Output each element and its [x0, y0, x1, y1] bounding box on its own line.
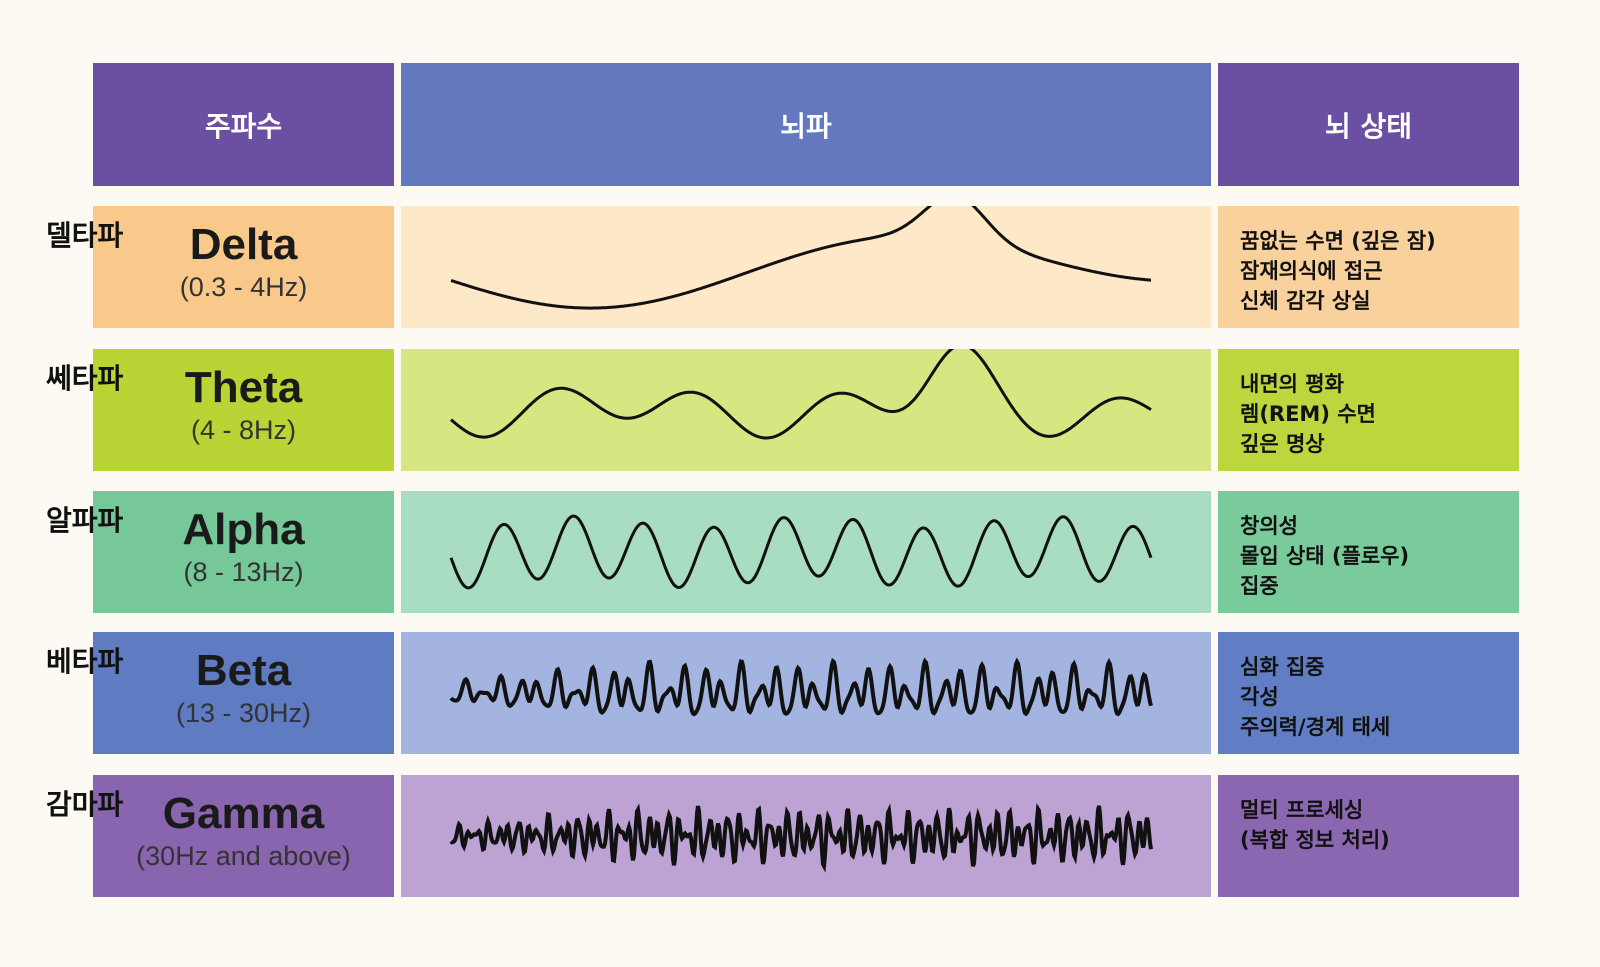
korean-name: 델타파: [46, 219, 124, 252]
band-range: (0.3 - 4Hz): [179, 272, 308, 302]
wave-line: [449, 657, 1153, 717]
band-name: Beta: [195, 646, 292, 695]
wave-line: [449, 802, 1153, 873]
state-line: 멀티 프로세싱: [1240, 798, 1364, 822]
korean-name: 알파파: [46, 504, 124, 537]
wave-line: [449, 514, 1153, 590]
wave-cell: [401, 206, 1211, 328]
state-line: 꿈없는 수면 (깊은 잠): [1240, 229, 1436, 253]
korean-name: 쎄타파: [46, 362, 124, 395]
state-line: 각성: [1240, 685, 1279, 709]
wave-cell: [401, 491, 1211, 613]
band-name: Theta: [184, 363, 303, 412]
band-name: Delta: [189, 220, 298, 269]
wave-illustration: [449, 514, 1153, 590]
band-label-cell: Alpha (8 - 13Hz): [93, 491, 394, 613]
band-range: (13 - 30Hz): [175, 698, 312, 728]
wave-illustration: [449, 802, 1153, 873]
band-range: (8 - 13Hz): [183, 557, 304, 587]
state-line: 집중: [1240, 574, 1279, 598]
state-line: 깊은 명상: [1240, 432, 1325, 456]
state-line: 잠재의식에 접근: [1240, 259, 1383, 283]
korean-name: 베타파: [46, 645, 124, 678]
band-name: Gamma: [162, 789, 325, 838]
wave-cell: [401, 632, 1211, 754]
header-brain-state: 뇌 상태: [1218, 63, 1519, 186]
state-line: 몰입 상태 (플로우): [1240, 544, 1410, 568]
band-label-cell: Beta (13 - 30Hz): [93, 632, 394, 754]
state-line: (복합 정보 처리): [1240, 828, 1390, 852]
wave-illustration: [449, 657, 1153, 717]
state-cell: 멀티 프로세싱 (복합 정보 처리): [1218, 775, 1519, 897]
state-line: 창의성: [1240, 514, 1298, 538]
header-brainwave: 뇌파: [401, 63, 1211, 186]
wave-line: [449, 349, 1152, 440]
band-name: Alpha: [182, 505, 305, 554]
state-line: 신체 감각 상실: [1240, 289, 1371, 313]
band-range: (30Hz and above): [136, 841, 351, 871]
korean-name: 감마파: [46, 788, 124, 821]
wave-cell: [401, 775, 1211, 897]
state-line: 심화 집중: [1240, 655, 1325, 679]
band-label-cell: Gamma (30Hz and above): [93, 775, 394, 897]
band-label-cell: Theta (4 - 8Hz): [93, 349, 394, 471]
wave-illustration: [450, 206, 1151, 310]
wave-cell: [401, 349, 1211, 471]
band-label-cell: Delta (0.3 - 4Hz): [93, 206, 394, 328]
band-range: (4 - 8Hz): [190, 415, 296, 445]
state-line: 주의력/경계 태세: [1240, 715, 1391, 739]
state-line: 내면의 평화: [1240, 372, 1344, 396]
state-line: 렘(REM) 수면: [1240, 402, 1376, 426]
header-frequency: 주파수: [93, 63, 394, 186]
wave-illustration: [449, 349, 1152, 440]
wave-line: [450, 206, 1151, 310]
